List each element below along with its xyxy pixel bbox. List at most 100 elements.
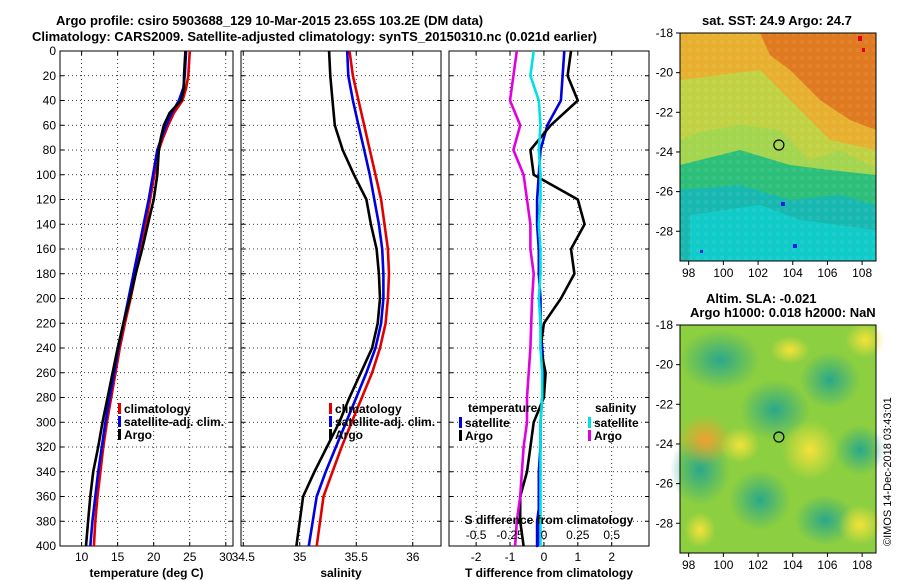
series-line	[529, 50, 544, 546]
map-lon-label: 104	[783, 558, 803, 572]
y-tick-label: 260	[36, 366, 56, 380]
y-tick-label: 60	[43, 118, 57, 132]
x-tick-label: 15	[111, 550, 125, 564]
y-tick-label: 40	[43, 94, 57, 108]
sla-high-blob	[677, 415, 733, 465]
map-lat-label: -24	[656, 437, 674, 451]
x-tick-label: 20	[147, 550, 161, 564]
diff-legend-sal-swatch	[588, 417, 591, 428]
sst-hotspot	[862, 48, 865, 52]
x-tick-label: 2	[608, 550, 615, 564]
x-axis-label: salinity	[320, 566, 362, 580]
map-lon-label: 98	[682, 266, 696, 280]
title-line-2: Climatology: CARS2009. Satellite-adjuste…	[32, 29, 597, 44]
y-tick-label: 20	[43, 69, 57, 83]
x-tick-label: 34.5	[232, 550, 256, 564]
y-tick-label: 300	[36, 415, 56, 429]
temp-legend-swatch	[118, 403, 121, 414]
diff-legend-temp-label: satellite	[465, 416, 510, 430]
y-tick-label: 80	[43, 143, 57, 157]
sla-low-blob	[835, 425, 885, 475]
series-line	[89, 50, 188, 547]
s-tick-label: 0.25	[566, 528, 590, 542]
map-lat-label: -20	[656, 66, 674, 80]
sla-low-blob	[800, 352, 860, 408]
map-lat-label: -18	[656, 26, 674, 40]
sal-legend-swatch	[329, 403, 332, 414]
sal-legend-label: Argo	[335, 428, 363, 442]
map-lat-label: -22	[656, 105, 674, 119]
x-tick-label: 30	[219, 550, 233, 564]
sst-coldspot	[793, 244, 797, 248]
map-lon-label: 108	[852, 266, 872, 280]
sla-high-blob	[845, 322, 885, 358]
y-tick-label: 180	[36, 267, 56, 281]
sla-low-blob	[680, 330, 760, 390]
series-line	[508, 50, 536, 547]
y-tick-label: 280	[36, 391, 56, 405]
sla-high-blob	[720, 427, 760, 463]
sla-map	[670, 322, 885, 553]
s-tick-label: -0.5	[466, 528, 487, 542]
x-tick-label: 1	[574, 550, 581, 564]
map-lon-label: 104	[783, 266, 803, 280]
map-frame	[679, 32, 877, 262]
diff-legend-sal-swatch	[588, 430, 591, 441]
series-line	[315, 50, 391, 547]
x-tick-label: 10	[75, 550, 89, 564]
series-line	[307, 50, 385, 547]
credit-text: ©IMOS 14-Dec-2018 03:43:01	[882, 397, 894, 546]
s-tick-label: 0	[541, 528, 548, 542]
sst-map-title: sat. SST: 24.9 Argo: 24.7	[702, 13, 852, 28]
x-tick-label: 36	[406, 550, 420, 564]
map-lon-label: 102	[748, 266, 768, 280]
series-line	[295, 50, 382, 547]
argo-position-marker	[773, 139, 785, 151]
y-tick-label: 400	[36, 539, 56, 553]
sal-legend-label: climatology	[335, 402, 402, 416]
sal-legend-swatch	[329, 416, 332, 427]
map-lat-label: -28	[656, 224, 674, 238]
map-frame	[679, 324, 877, 554]
sla-low-blob	[730, 470, 790, 530]
temp-legend-label: climatology	[124, 402, 191, 416]
diff-legend-title: salinity	[595, 401, 637, 415]
x-tick-label: -2	[471, 550, 482, 564]
map-lon-label: 100	[713, 266, 733, 280]
sst-pixel-texture	[680, 33, 876, 261]
y-tick-label: 200	[36, 292, 56, 306]
s-tick-label: 0.5	[603, 528, 620, 542]
x-tick-label: 35.5	[345, 550, 369, 564]
map-lon-label: 102	[748, 558, 768, 572]
x-tick-label: 25	[183, 550, 197, 564]
temp-legend-label: satellite-adj. clim.	[124, 415, 224, 429]
diff-legend-sal-label: satellite	[594, 416, 639, 430]
sst-map	[680, 33, 876, 261]
sla-map-title-1: Altim. SLA: -0.021	[706, 291, 817, 306]
map-lon-label: 100	[713, 558, 733, 572]
map-lat-label: -22	[656, 397, 674, 411]
map-lat-label: -24	[656, 145, 674, 159]
y-tick-label: 100	[36, 168, 56, 182]
map-lat-label: -20	[656, 358, 674, 372]
map-lon-label: 106	[817, 266, 837, 280]
series-line	[518, 50, 586, 547]
y-tick-label: 0	[49, 44, 56, 58]
x-tick-label: 35	[293, 550, 307, 564]
map-lat-label: -26	[656, 477, 674, 491]
x-axis-label: temperature (deg C)	[89, 566, 203, 580]
sla-high-blob	[782, 420, 838, 480]
sst-coldspot	[700, 250, 703, 253]
y-tick-label: 120	[36, 193, 56, 207]
diff-legend-temp-swatch	[459, 430, 462, 441]
sal-legend-swatch	[329, 429, 332, 440]
y-tick-label: 360	[36, 490, 56, 504]
sla-map-title-2: Argo h1000: 0.018 h2000: NaN	[690, 305, 876, 320]
y-tick-label: 140	[36, 217, 56, 231]
sla-high-blob	[770, 336, 810, 364]
temp-legend-swatch	[118, 429, 121, 440]
map-lat-label: -26	[656, 185, 674, 199]
diff-legend-temp-label: Argo	[465, 429, 493, 443]
